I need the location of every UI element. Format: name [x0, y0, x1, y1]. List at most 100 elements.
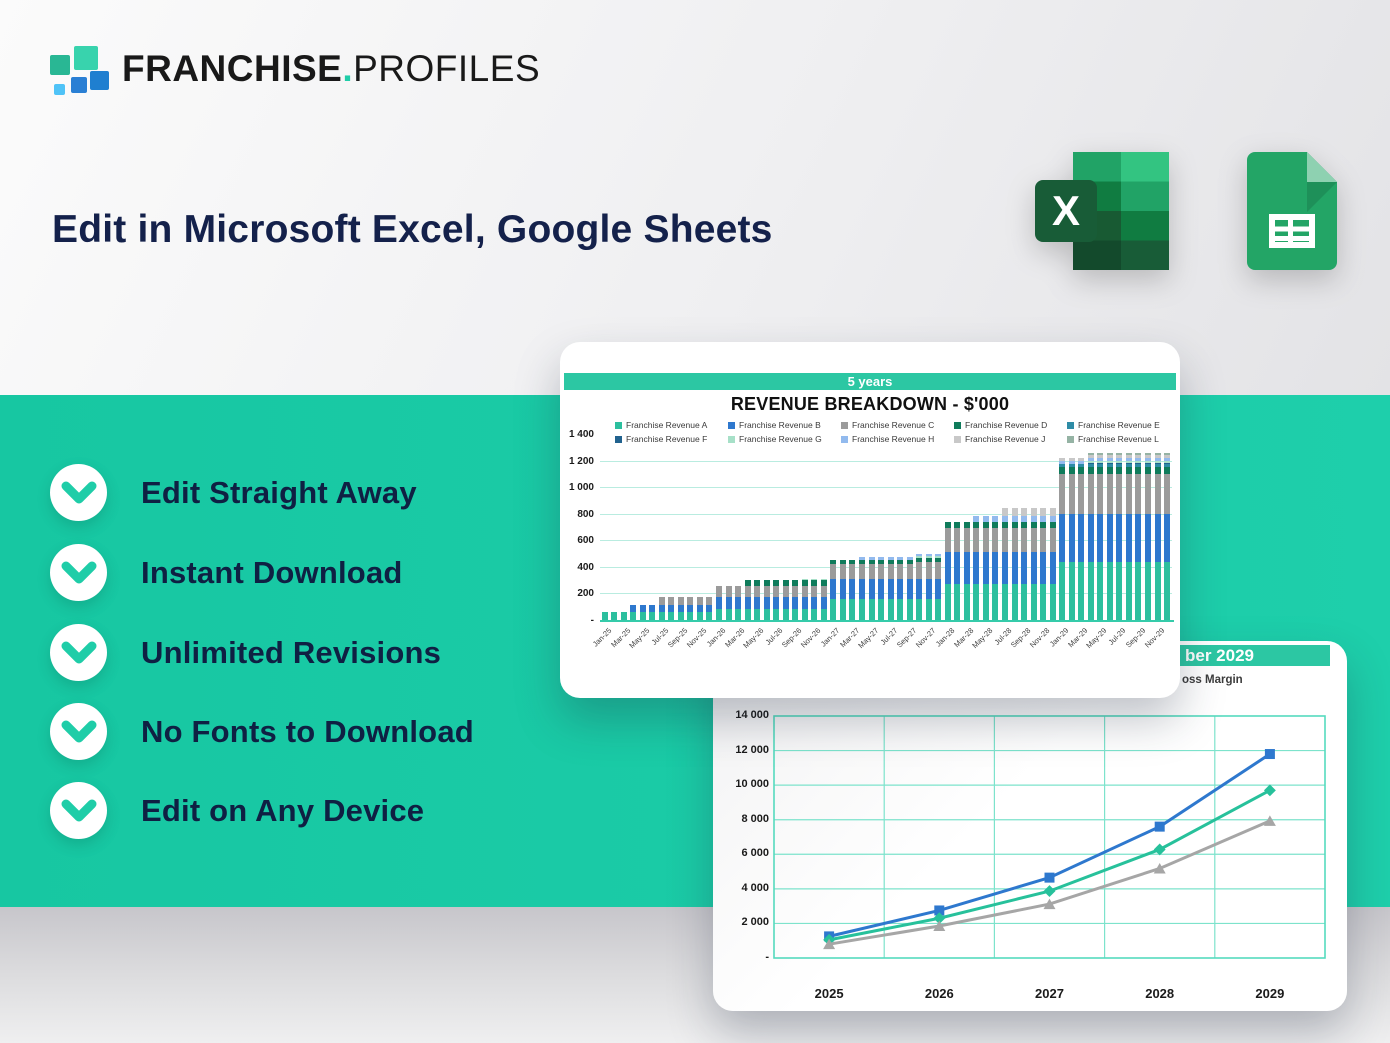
bar-segment — [1040, 522, 1047, 528]
stacked-bar — [668, 597, 675, 620]
x-tick-label: Sep-25 — [665, 626, 690, 650]
bar-segment — [801, 580, 808, 586]
stacked-bar — [1059, 458, 1066, 620]
bar-segment — [1116, 458, 1123, 462]
stacked-bar — [1106, 453, 1113, 620]
checklist-row: No Fonts to Download — [50, 703, 474, 760]
bar-segment — [1059, 561, 1066, 620]
bar-segment — [811, 597, 818, 609]
bar-segment — [782, 585, 789, 598]
bar-segment — [716, 597, 722, 609]
bar-segment — [820, 578, 827, 581]
gridline — [600, 513, 1172, 515]
stacked-bar — [1125, 453, 1132, 620]
stacked-bar — [982, 515, 989, 620]
bar-segment — [1087, 466, 1094, 474]
bar-segment — [1059, 473, 1066, 514]
bar-segment — [954, 584, 961, 620]
bar-segment — [773, 580, 780, 586]
y-tick-label: 600 — [577, 535, 594, 547]
bar-segment — [1049, 552, 1056, 585]
bar-segment — [887, 564, 894, 579]
bar-segment — [1068, 561, 1075, 620]
y-tick-label: 1 400 — [568, 429, 594, 440]
bar-segment — [801, 597, 808, 609]
bar-segment — [782, 597, 789, 609]
bar-segment — [1078, 461, 1085, 465]
bar-segment — [1145, 462, 1151, 465]
stacked-bar — [763, 580, 770, 620]
bar-segment — [1154, 462, 1161, 465]
legend-label: Franchise Revenue J — [965, 434, 1046, 444]
gridline — [600, 487, 1172, 489]
bar-segment — [658, 604, 665, 613]
bar-segment — [982, 515, 989, 523]
bar-segment — [1135, 461, 1142, 463]
bar-segment — [925, 557, 932, 563]
bar-segment — [696, 597, 703, 605]
stacked-bar — [1011, 508, 1018, 620]
y-tick-label: - — [590, 615, 594, 626]
stacked-bar — [1068, 458, 1075, 620]
bar-segment — [944, 552, 951, 585]
bar-segment — [925, 578, 932, 600]
bar-segment — [963, 527, 970, 553]
bar-segment — [849, 564, 856, 579]
bar-segment — [1145, 464, 1151, 467]
x-tick-label: Jan-26 — [704, 626, 728, 649]
bar-segment — [944, 522, 951, 528]
legend-item: Franchise Revenue A — [615, 420, 707, 430]
bar-segment — [1135, 513, 1142, 562]
bar-segment — [1106, 455, 1113, 459]
bar-segment — [1049, 508, 1056, 516]
checklist-label: Edit on Any Device — [141, 792, 425, 828]
bar-segment — [992, 527, 999, 553]
x-tick-label: 2025 — [814, 986, 844, 1001]
stacked-bar — [954, 522, 961, 620]
bar-segment — [716, 585, 722, 598]
stacked-bar — [716, 585, 722, 620]
bar-segment — [792, 608, 799, 620]
bar-segment — [735, 585, 742, 598]
bar-segment — [830, 599, 837, 620]
bar-segment — [992, 584, 999, 620]
x-tick-label: Sep-28 — [1009, 626, 1033, 650]
bar-segment — [1135, 458, 1142, 462]
legend-swatch — [1067, 421, 1074, 429]
stacked-bar — [1087, 453, 1094, 620]
bar-segment — [620, 612, 627, 620]
bar-segment — [849, 599, 856, 620]
x-tick-label: 2028 — [1145, 986, 1175, 1001]
bar-segment — [1021, 522, 1028, 528]
bar-segment — [878, 559, 885, 565]
bar-segment — [1097, 455, 1104, 459]
bar-segment — [1087, 462, 1094, 465]
stacked-bar — [611, 612, 618, 620]
google-sheets-icon — [1247, 152, 1337, 270]
bar-segment — [763, 608, 770, 620]
bar-segment — [1040, 552, 1047, 585]
bar-segment — [706, 597, 713, 605]
bar-segment — [897, 599, 904, 620]
stacked-bar — [696, 597, 703, 620]
card1-header-text: 5 years — [847, 374, 893, 389]
bar-segment — [1059, 513, 1066, 562]
excel-icon: X — [1035, 152, 1169, 270]
stacked-bar — [735, 585, 742, 620]
x-tick-label: Nov-26 — [799, 626, 823, 650]
bar-segment — [1087, 473, 1094, 514]
stacked-bar — [1135, 453, 1142, 620]
bar-segment — [1011, 552, 1018, 585]
bar-segment — [1030, 584, 1037, 620]
bar-segment — [1106, 513, 1113, 562]
bar-segment — [820, 608, 827, 620]
stacked-bar — [830, 559, 837, 620]
bar-segment — [611, 612, 618, 620]
bar-segment — [868, 557, 875, 560]
stacked-bar — [639, 604, 646, 620]
bar-segment — [916, 562, 923, 579]
bar-segment — [1011, 515, 1018, 523]
bar-segment — [1030, 515, 1037, 523]
y-tick-label: 400 — [577, 561, 594, 573]
bar-segment — [1021, 515, 1028, 523]
